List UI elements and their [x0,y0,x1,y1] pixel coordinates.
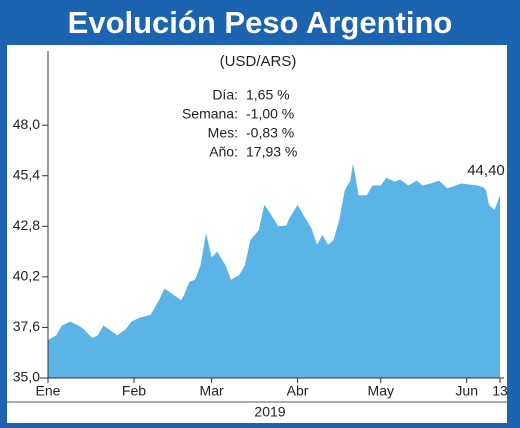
y-tick-label: 48,0 [13,116,40,132]
x-tick-label: Ene [36,383,61,399]
chart-title: Evolución Peso Argentino [68,5,453,40]
stat-value: 17,93 % [246,144,297,160]
x-tick-label: Mar [200,383,224,399]
x-axis-label: 2019 [254,404,285,420]
x-tick-label: 13 [492,383,508,399]
stat-label: Año: [209,144,238,160]
y-tick-label: 35,0 [13,369,40,385]
stat-label: Semana: [182,106,238,122]
area [48,163,500,378]
y-tick-label: 42,8 [13,217,40,233]
stat-value: 1,65 % [246,87,290,103]
value-label: 44,40 [467,162,505,179]
x-tick-label: May [368,383,394,399]
stat-value: -0,83 % [246,125,294,141]
y-tick-label: 37,6 [13,318,40,334]
x-tick-label: Abr [287,383,309,399]
y-tick-label: 45,4 [13,166,40,182]
y-tick-label: 40,2 [13,268,40,284]
subtitle: (USD/ARS) [220,53,297,70]
stat-label: Mes: [208,125,238,141]
x-tick-label: Jun [455,383,478,399]
stat-label: Día: [212,87,238,103]
stat-value: -1,00 % [246,106,294,122]
x-tick-label: Feb [122,383,146,399]
